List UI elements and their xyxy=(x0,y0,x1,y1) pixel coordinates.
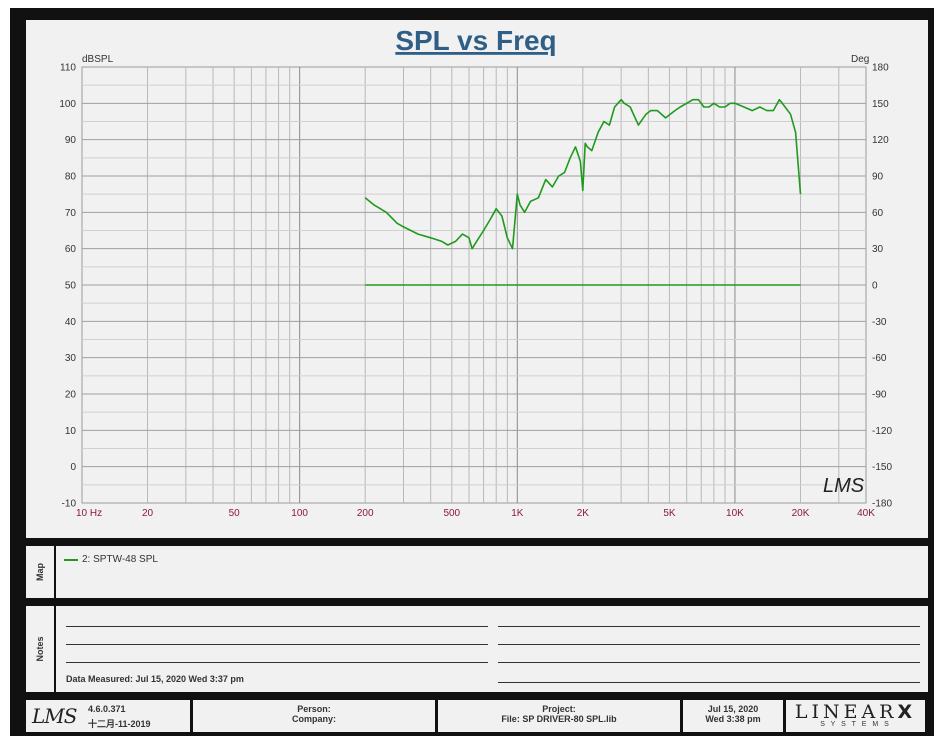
date-text: Jul 15, 2020 xyxy=(707,704,759,714)
legend-entry: 2: SPTW-48 SPL xyxy=(82,554,158,565)
y-tick-label: 10 xyxy=(65,426,77,437)
y-tick-label: 80 xyxy=(65,172,77,183)
y-tick-label: 60 xyxy=(65,244,77,255)
version-text: 4.6.0.371 xyxy=(88,704,126,714)
x-tick-label: 200 xyxy=(357,508,374,519)
y2-tick-label: -90 xyxy=(872,390,887,401)
series-line xyxy=(364,98,802,250)
y-tick-label: 30 xyxy=(65,353,77,364)
x-tick-label: 40K xyxy=(857,508,875,519)
note-line[interactable] xyxy=(498,662,920,663)
y-tick-label: 50 xyxy=(65,281,77,292)
map-panel: Map 2: SPTW-48 SPL xyxy=(26,546,928,598)
footer-date-cell: Jul 15, 2020 Wed 3:38 pm xyxy=(683,700,783,732)
chart-title: SPL vs Freq xyxy=(395,25,556,56)
y-tick-label: 0 xyxy=(70,462,76,473)
chart-panel: SPL vs Freq dBSPL Deg 110 100 90 80 70 60 50 40… xyxy=(26,20,928,538)
spl-chart: SPL vs Freq dBSPL Deg 110100908070605040… xyxy=(59,25,892,520)
legend-line-swatch xyxy=(64,558,78,561)
brand-text: LINEAR xyxy=(794,701,898,723)
build-date-text: 十二月-11-2019 xyxy=(88,719,151,729)
y2-tick-label: 0 xyxy=(872,281,878,292)
y2-tick-label: 90 xyxy=(872,172,884,183)
y-tick-label: 40 xyxy=(65,317,77,328)
footer-version-cell: LMS 4.6.0.371 十二月-11-2019 xyxy=(26,700,190,732)
brand-x: X xyxy=(897,701,917,723)
y2-tick-label: 180 xyxy=(872,63,889,74)
note-line[interactable] xyxy=(66,662,488,663)
y-left-unit-label: dBSPL xyxy=(82,54,114,65)
footer-brand-cell: LINEARX S Y S T E M S xyxy=(786,700,925,732)
x-tick-label: 20K xyxy=(792,508,810,519)
x-tick-label: 2K xyxy=(577,508,590,519)
note-line[interactable] xyxy=(498,682,920,683)
footer-person-cell: Person: Company: xyxy=(193,700,435,732)
y2-tick-label: -30 xyxy=(872,317,887,328)
x-tick-label: 100 xyxy=(291,508,308,519)
x-tick-label: 10K xyxy=(726,508,744,519)
linear-x-logo: LINEARX xyxy=(786,700,925,723)
file-label: File: SP DRIVER-80 SPL.lib xyxy=(501,714,617,724)
y-tick-label: 70 xyxy=(65,208,77,219)
y-tick-label: 90 xyxy=(65,135,77,146)
y-tick-label: 110 xyxy=(60,63,76,74)
y2-tick-label: -150 xyxy=(872,462,892,473)
notes-tab: Notes xyxy=(26,606,56,692)
y2-tick-label: -120 xyxy=(872,426,892,437)
x-tick-label: 1K xyxy=(511,508,524,519)
note-line[interactable] xyxy=(66,626,488,627)
axis-ticks: 1101009080706050403020100-10180150120906… xyxy=(59,63,892,520)
brand-subtext: S Y S T E M S xyxy=(820,721,891,728)
y2-tick-label: -60 xyxy=(872,353,887,364)
notes-tab-label: Notes xyxy=(35,636,45,662)
note-line[interactable] xyxy=(498,644,920,645)
x-tick-label: 10 Hz xyxy=(76,508,102,519)
x-tick-label: 50 xyxy=(229,508,241,519)
x-tick-label: 5K xyxy=(663,508,676,519)
footer: LMS 4.6.0.371 十二月-11-2019 Person: Compan… xyxy=(26,700,928,732)
project-label: Project: xyxy=(542,704,576,714)
note-line[interactable] xyxy=(66,644,488,645)
time-text: Wed 3:38 pm xyxy=(705,714,761,724)
map-tab-label: Map xyxy=(35,563,45,581)
y2-tick-label: 120 xyxy=(872,135,889,146)
person-label: Person: xyxy=(297,704,331,714)
y-tick-label: 20 xyxy=(65,390,77,401)
notes-panel: Notes Data Measured: Jul 15, 2020 Wed 3:… xyxy=(26,606,928,692)
y-tick-label: 100 xyxy=(59,99,76,110)
x-tick-label: 20 xyxy=(142,508,154,519)
note-line[interactable] xyxy=(498,626,920,627)
lms-logo: LMS xyxy=(32,704,77,728)
y-right-unit-label: Deg xyxy=(851,54,869,65)
x-tick-label: 500 xyxy=(443,508,460,519)
series-layer xyxy=(364,98,802,286)
y-tick-label: -10 xyxy=(62,499,77,510)
data-measured-text: Data Measured: Jul 15, 2020 Wed 3:37 pm xyxy=(66,674,244,684)
company-label: Company: xyxy=(291,714,336,724)
y2-tick-label: -180 xyxy=(872,499,892,510)
legend: 2: SPTW-48 SPL xyxy=(64,554,158,565)
y2-tick-label: 150 xyxy=(872,99,889,110)
footer-project-cell: Project: File: SP DRIVER-80 SPL.lib xyxy=(438,700,680,732)
y2-tick-label: 30 xyxy=(872,244,884,255)
y2-tick-label: 60 xyxy=(872,208,884,219)
map-tab: Map xyxy=(26,546,56,598)
chart-lms-watermark: LMS xyxy=(823,475,865,497)
